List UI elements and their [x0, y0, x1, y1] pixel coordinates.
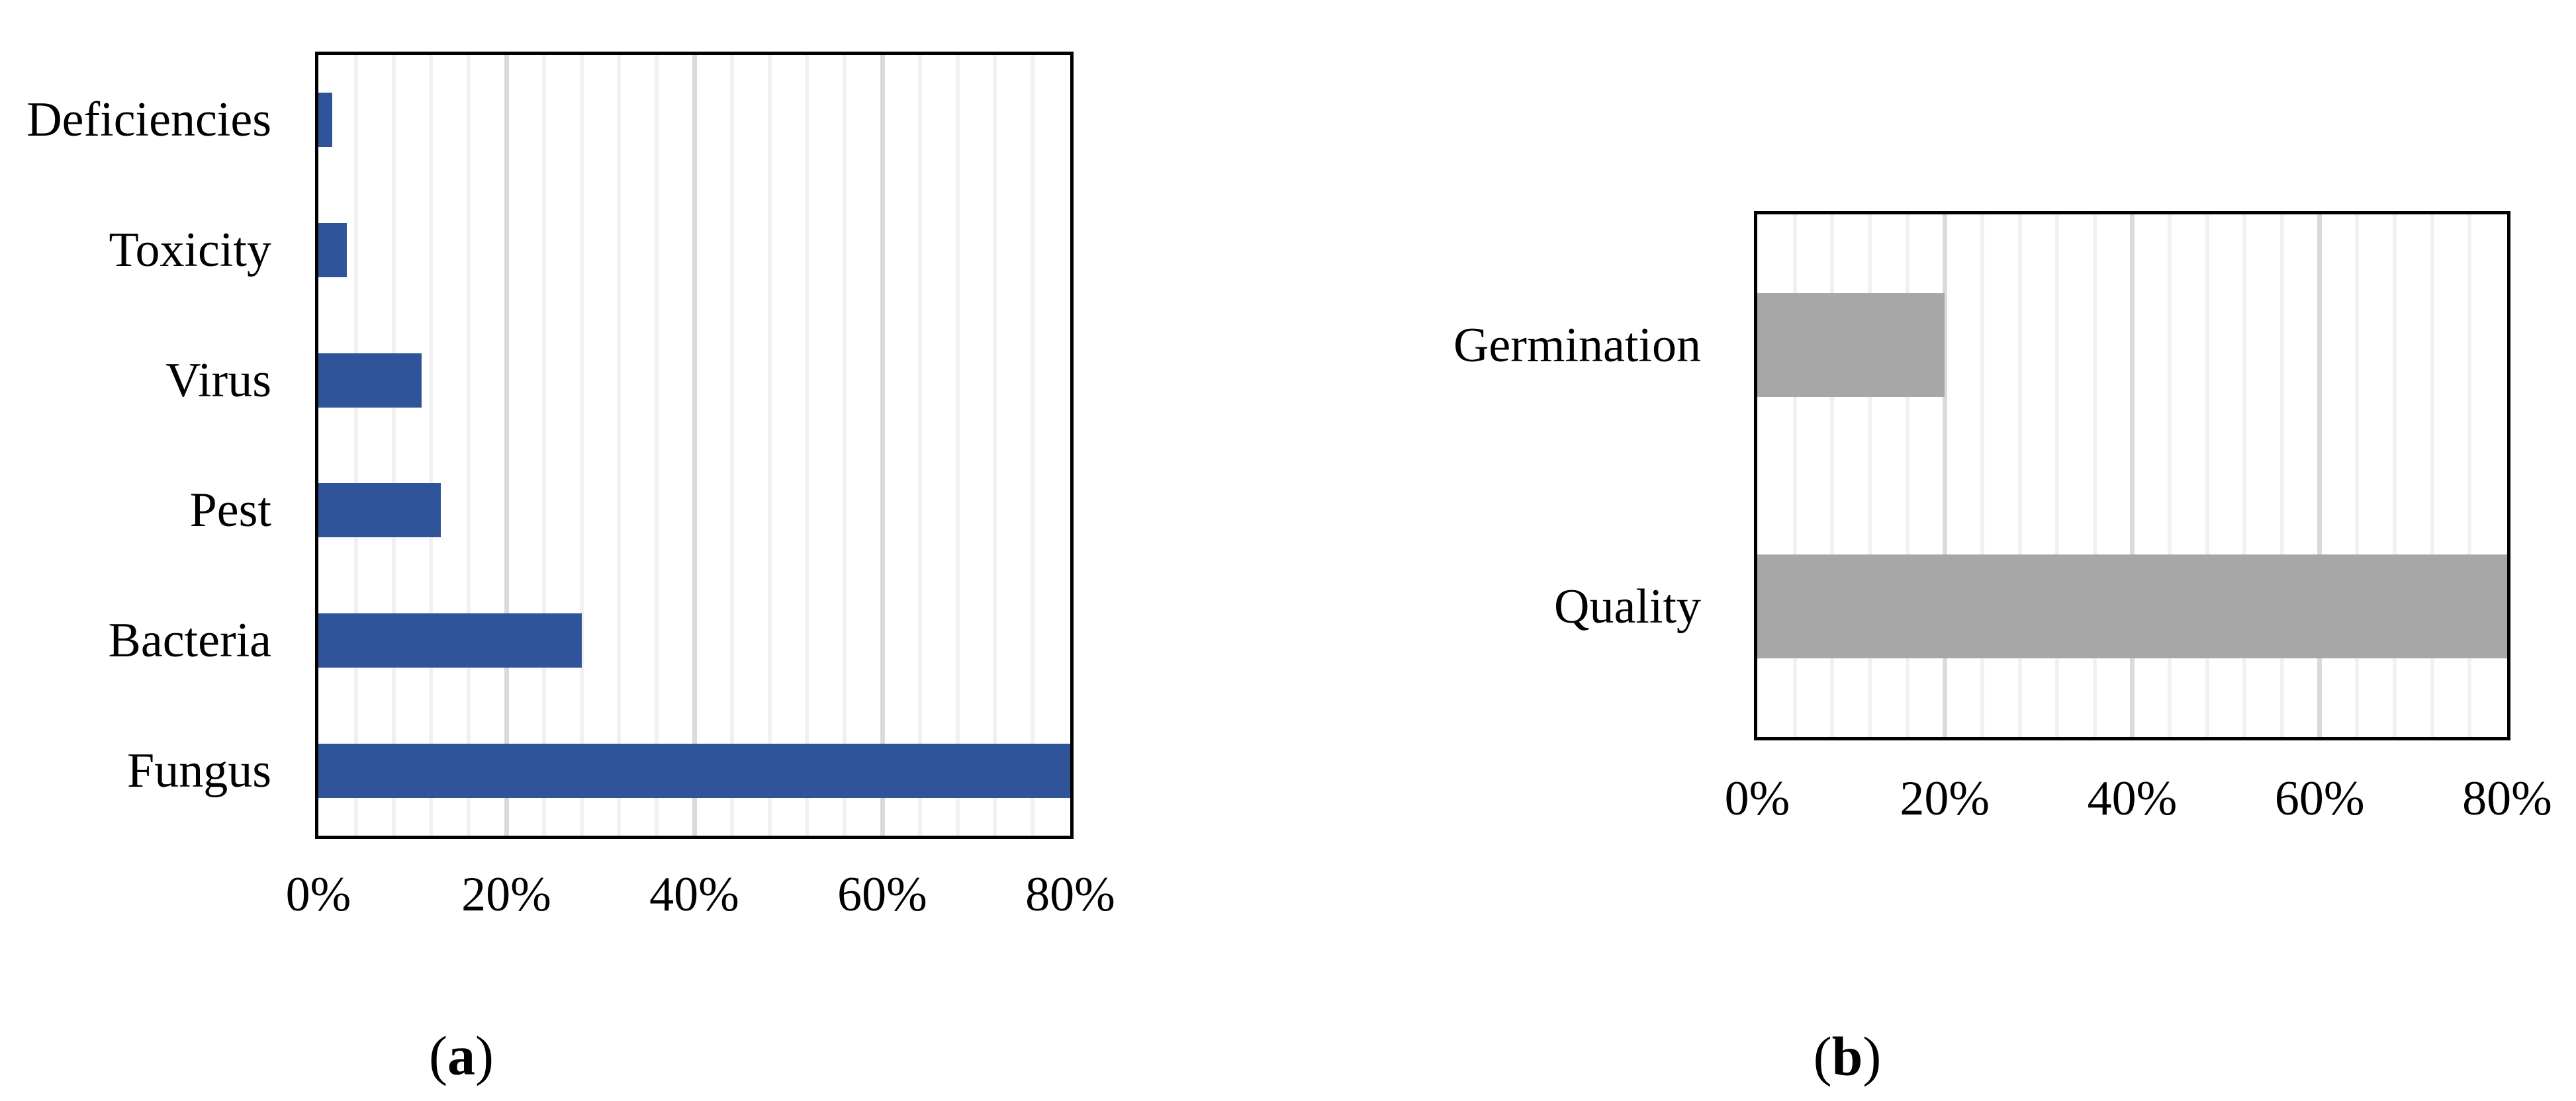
gridline-minor [2430, 214, 2434, 737]
category-label-germination: Germination [1453, 318, 1701, 373]
gridline-minor [2055, 214, 2060, 737]
x-tick-label-0%: 0% [1724, 771, 1790, 826]
gridline-minor [805, 55, 809, 836]
gridline-minor [2168, 214, 2172, 737]
gridline-minor [729, 55, 734, 836]
gridline-major [692, 55, 697, 836]
category-label-virus: Virus [165, 353, 271, 408]
category-label-bacteria: Bacteria [108, 613, 272, 668]
gridline-minor [2393, 214, 2397, 737]
category-label-fungus: Fungus [127, 743, 271, 798]
gridline-major [504, 55, 509, 836]
gridline-major [2317, 214, 2323, 737]
bar-germination [1757, 293, 1945, 397]
gridline-major [880, 55, 885, 836]
panel-a-open-paren: ( [429, 1025, 447, 1087]
panel-b-letter: b [1831, 1026, 1863, 1088]
gridline-minor [843, 55, 847, 836]
gridline-minor [993, 55, 997, 836]
x-tick-label-40%: 40% [2087, 771, 2178, 826]
gridline-minor [955, 55, 960, 836]
gridline-minor [1830, 214, 1835, 737]
category-label-toxicity: Toxicity [109, 223, 271, 277]
category-label-quality: Quality [1554, 579, 1701, 634]
bar-deficiencies [318, 93, 333, 148]
gridline-minor [767, 55, 772, 836]
x-tick-label-20%: 20% [461, 867, 551, 922]
gridline-minor [1980, 214, 1984, 737]
gridline-minor [429, 55, 434, 836]
x-tick-label-40%: 40% [649, 867, 739, 922]
chart-b-plot-area [1754, 211, 2510, 740]
gridline-minor [1867, 214, 1872, 737]
panel-b-open-paren: ( [1813, 1026, 1832, 1088]
panel-a-close-paren: ) [475, 1025, 494, 1087]
gridline-minor [2355, 214, 2360, 737]
gridline-minor [2017, 214, 2022, 737]
gridline-minor [467, 55, 471, 836]
gridline-minor [579, 55, 584, 836]
gridline-minor [2092, 214, 2097, 737]
bar-fungus [318, 743, 1070, 798]
category-label-pest: Pest [189, 483, 271, 538]
chart-a-plot-area [315, 52, 1074, 839]
category-label-deficiencies: Deficiencies [26, 93, 271, 148]
gridline-minor [2205, 214, 2209, 737]
panel-a-letter: a [447, 1025, 475, 1087]
gridline-minor [917, 55, 922, 836]
bar-pest [318, 483, 441, 538]
x-tick-label-60%: 60% [2274, 771, 2365, 826]
chart-b-plot-inner [1757, 214, 2507, 737]
gridline-major [2130, 214, 2135, 737]
x-tick-label-80%: 80% [1025, 867, 1115, 922]
gridline-minor [2242, 214, 2247, 737]
gridline-minor [391, 55, 396, 836]
x-tick-label-60%: 60% [837, 867, 927, 922]
bar-quality [1757, 554, 2507, 658]
gridline-minor [1905, 214, 1909, 737]
bar-toxicity [318, 223, 347, 277]
bar-bacteria [318, 613, 582, 668]
gridline-minor [2467, 214, 2472, 737]
gridline-minor [541, 55, 546, 836]
chart-b-panel-label: (b) [1814, 1025, 1882, 1089]
chart-a-plot-inner [318, 55, 1070, 836]
gridline-minor [1031, 55, 1035, 836]
gridline-minor [2280, 214, 2285, 737]
panel-b-close-paren: ) [1863, 1026, 1882, 1088]
bar-virus [318, 353, 422, 408]
gridline-minor [655, 55, 659, 836]
gridline-major [1942, 214, 1947, 737]
x-tick-label-80%: 80% [2462, 771, 2552, 826]
x-tick-label-0%: 0% [285, 867, 351, 922]
gridline-minor [1792, 214, 1797, 737]
gridline-minor [617, 55, 621, 836]
x-tick-label-20%: 20% [1900, 771, 1990, 826]
chart-a-panel-label: (a) [429, 1024, 494, 1088]
gridline-minor [353, 55, 358, 836]
